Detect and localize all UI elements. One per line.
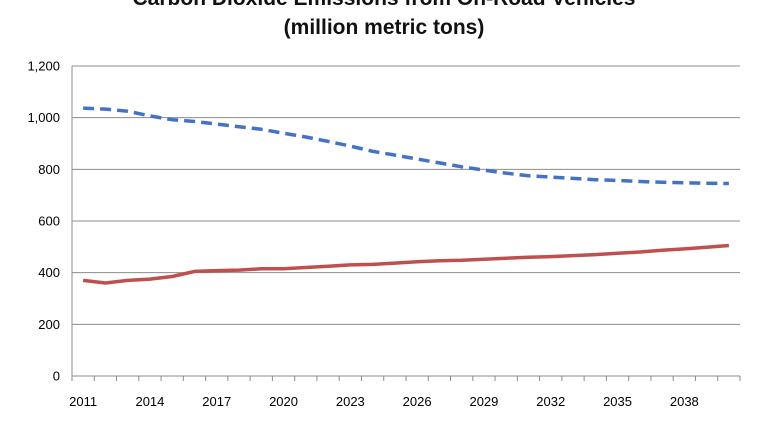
- x-tick-label-2026: 2026: [403, 394, 432, 409]
- y-tick-label-200: 200: [38, 317, 60, 332]
- y-tick-label-0: 0: [53, 369, 60, 384]
- x-tick-label-2011: 2011: [69, 394, 97, 409]
- y-tick-label-1000: 1,000: [27, 110, 60, 125]
- y-tick-label-1200: 1,200: [27, 59, 60, 74]
- x-tick-label-2035: 2035: [603, 394, 632, 409]
- x-tick-label-2038: 2038: [670, 394, 699, 409]
- y-tick-label-600: 600: [38, 214, 60, 229]
- y-tick-label-400: 400: [38, 265, 60, 280]
- x-tick-label-2020: 2020: [269, 394, 298, 409]
- x-tick-label-2014: 2014: [135, 394, 164, 409]
- y-tick-label-800: 800: [38, 162, 60, 177]
- series-line-2: [82, 243, 730, 285]
- x-tick-label-2029: 2029: [469, 394, 498, 409]
- chart-title-line-1: Carbon Dioxide Emissions from On-Road Ve…: [0, 0, 768, 11]
- x-tick-label-2023: 2023: [336, 394, 365, 409]
- series-line-1: [83, 106, 729, 186]
- x-tick-label-2017: 2017: [202, 394, 231, 409]
- x-tick-label-2032: 2032: [536, 394, 565, 409]
- chart-title-line-2: (million metric tons): [283, 16, 485, 39]
